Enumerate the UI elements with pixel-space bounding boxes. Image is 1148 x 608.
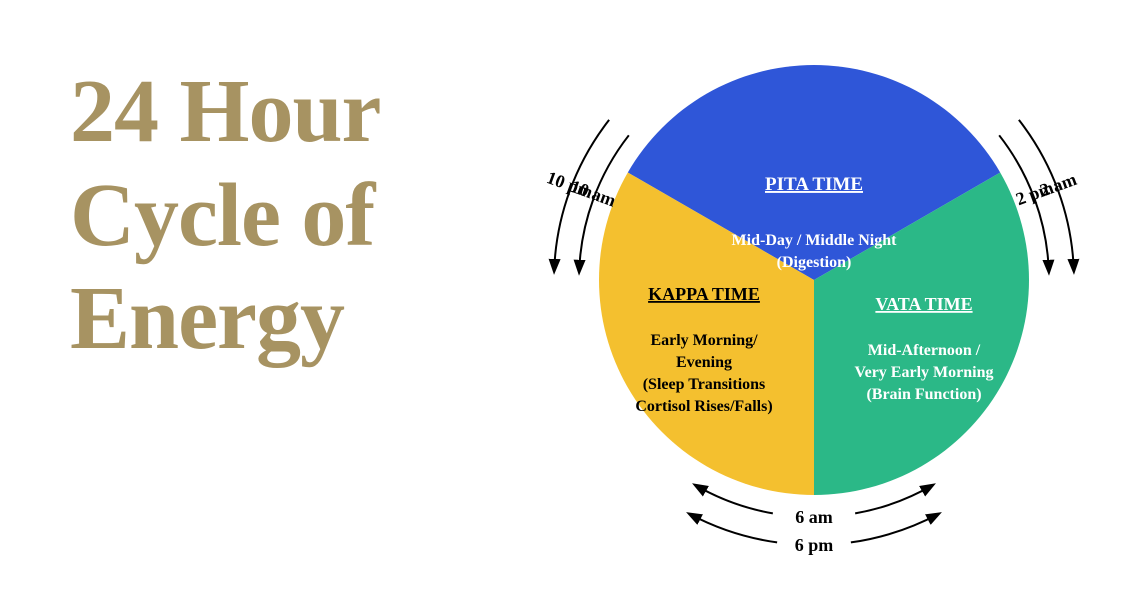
title-line-1: 24 Hour (70, 62, 381, 161)
arrow-b-inner-left (696, 485, 773, 513)
energy-cycle-chart: PITA TIME Mid-Day / Middle Night (Digestio… (480, 0, 1148, 608)
page-title: 24 Hour Cycle of Energy (70, 60, 381, 371)
slice-desc-vata-l3: (Brain Function) (866, 386, 981, 403)
slice-title-vata: VATA TIME (875, 294, 972, 314)
time-label-tl-inner: 10 am (568, 176, 619, 211)
slice-desc-pita-l1: Mid-Day / Middle Night (732, 232, 898, 249)
slice-title-kappa: KAPPA TIME (648, 284, 760, 304)
arrow-b-inner-right (855, 485, 932, 513)
time-label-b-outer: 6 pm (795, 535, 834, 555)
slice-desc-kappa-l3: (Sleep Transitions (643, 376, 766, 393)
title-line-3: Energy (70, 269, 344, 368)
arrow-b-outer-right (851, 514, 939, 542)
slice-desc-kappa-l4: Cortisol Rises/Falls) (635, 398, 772, 415)
slice-desc-vata-l1: Mid-Afternoon / (868, 342, 981, 359)
time-label-tr-inner: 2 pm (1013, 177, 1056, 209)
arrow-b-outer-left (690, 514, 778, 542)
title-line-2: Cycle of (70, 166, 374, 265)
time-label-b-inner: 6 am (795, 507, 833, 527)
slice-desc-pita-l2: (Digestion) (777, 254, 852, 271)
slice-desc-vata-l2: Very Early Morning (855, 364, 994, 381)
slice-title-pita: PITA TIME (765, 174, 863, 195)
slice-desc-kappa-l2: Evening (676, 354, 732, 371)
slice-desc-kappa-l1: Early Morning/ (650, 332, 758, 349)
